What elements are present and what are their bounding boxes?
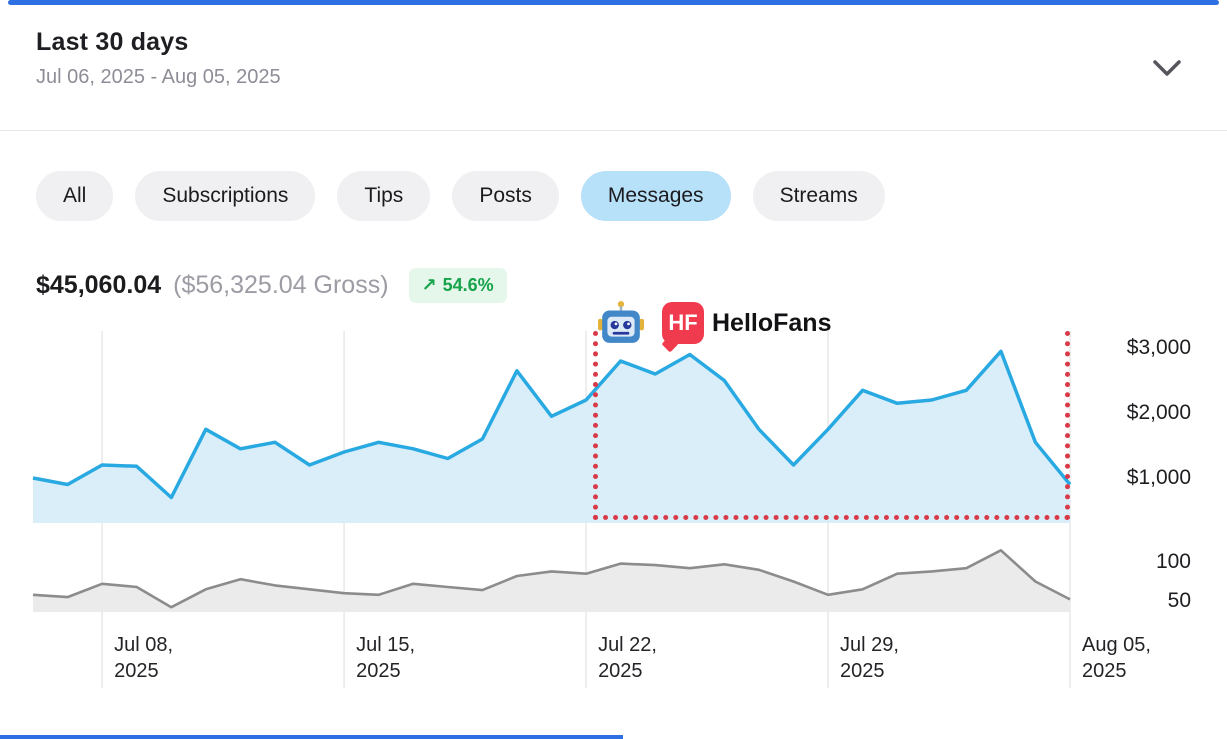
brand-lockup: HF HelloFans [662,302,831,344]
robot-icon [598,301,644,343]
earnings-area-chart [32,331,1072,688]
trend-value: 54.6% [442,275,494,295]
filter-tabs: All Subscriptions Tips Posts Messages Streams [36,171,885,221]
trend-badge: ↗ 54.6% [408,268,507,303]
filter-tab-posts[interactable]: Posts [452,171,559,221]
date-range-selector[interactable]: Last 30 days Jul 06, 2025 - Aug 05, 2025 [36,28,1191,89]
filter-tab-all[interactable]: All [36,171,114,221]
daily-activity-count-area [33,550,1070,612]
x-tick-label: Jul 08, 2025 [114,634,174,682]
x-tick-label: Jul 15, 2025 [356,634,416,682]
earnings-summary: $45,060.04 ($56,325.04 Gross) ↗ 54.6% [36,268,507,303]
hellofans-logo-icon: HF [662,302,704,344]
y-tick-label: 100 [1155,550,1191,573]
filter-tab-tips[interactable]: Tips [337,171,431,221]
daily-activity-count-line [32,549,1071,609]
daily-earnings-usd-line [32,349,1072,500]
net-earnings-amount: $45,060.04 [36,271,162,299]
watermark: HF HelloFans [598,300,831,346]
chevron-down-icon[interactable] [1151,58,1183,78]
y-tick-label: $1,000 [1126,466,1191,489]
daily-earnings-usd-area [33,351,1070,523]
date-range-title: Last 30 days [36,28,189,56]
filter-tab-subscriptions[interactable]: Subscriptions [135,171,316,221]
x-tick-label: Jul 22, 2025 [598,634,657,682]
y-tick-label: 50 [1167,589,1191,612]
y-tick-label: $2,000 [1126,401,1191,424]
bottom-accent-bar [0,735,623,739]
header-divider [0,130,1227,131]
x-tick-label: Jul 29, 2025 [840,634,899,682]
filter-tab-streams[interactable]: Streams [752,171,885,221]
brand-name: HelloFans [712,308,832,337]
date-range-subtitle: Jul 06, 2025 - Aug 05, 2025 [36,66,281,88]
x-tick-label: Aug 05, 2025 [1082,634,1151,682]
filter-tab-messages[interactable]: Messages [580,171,731,221]
y-tick-label: $3,000 [1126,336,1191,359]
trend-up-arrow-icon: ↗ [421,275,437,295]
gross-earnings-amount: ($56,325.04 Gross) [173,271,389,299]
top-accent-bar [8,0,1219,5]
